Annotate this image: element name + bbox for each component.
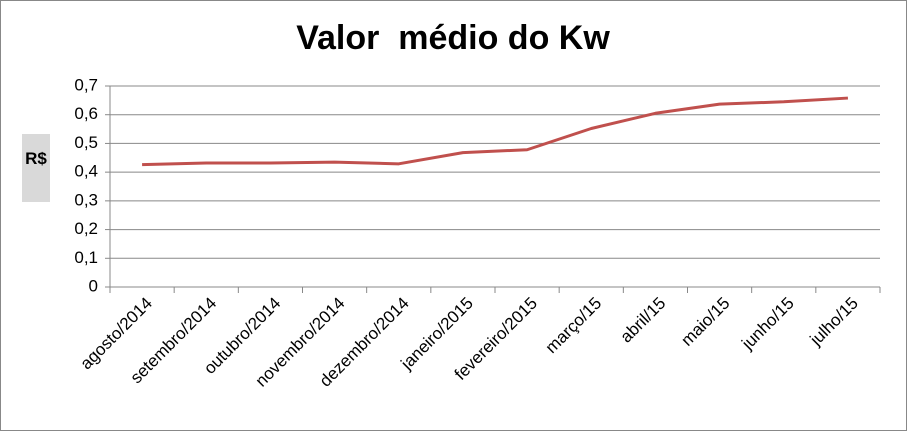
y-tick-label: 0,3 — [74, 190, 98, 209]
y-tick-label: 0,7 — [74, 75, 98, 94]
y-tick-label: 0 — [89, 276, 98, 295]
y-tick-label: 0,6 — [74, 104, 98, 123]
series-line — [142, 96, 849, 167]
y-tick-label: 0,2 — [74, 219, 98, 238]
y-tick-label: 0,5 — [74, 133, 98, 152]
y-tick-label: 0,1 — [74, 248, 98, 267]
y-tick-label: 0,4 — [74, 162, 98, 181]
y-axis-label: R$ — [22, 134, 50, 202]
chart-title: Valor médio do Kw — [296, 19, 610, 57]
